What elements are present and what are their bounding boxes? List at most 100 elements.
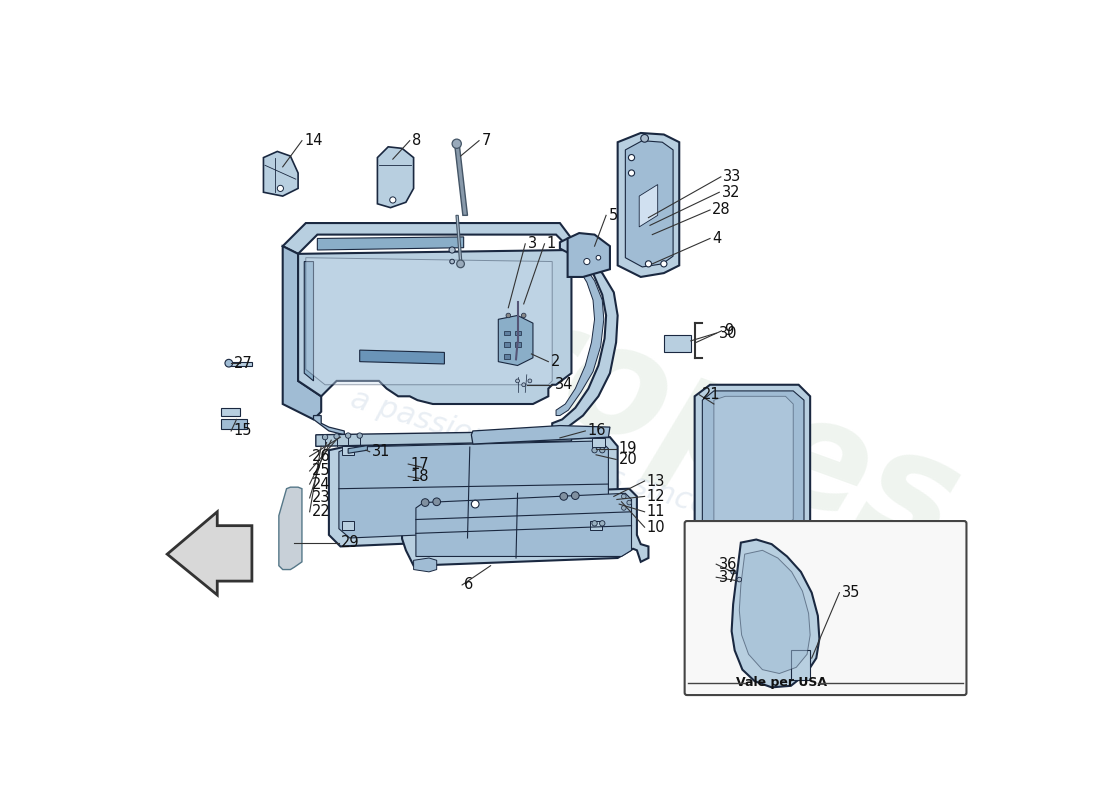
Text: 12: 12 [647, 489, 666, 504]
Polygon shape [416, 494, 631, 557]
Circle shape [471, 500, 480, 508]
Circle shape [600, 447, 605, 453]
Circle shape [600, 521, 605, 526]
Text: 28: 28 [713, 202, 732, 218]
Text: 3: 3 [528, 236, 537, 251]
Text: 31: 31 [372, 444, 390, 459]
Circle shape [358, 433, 362, 438]
Text: 13: 13 [647, 474, 666, 489]
Circle shape [345, 433, 351, 438]
Circle shape [627, 500, 631, 505]
Polygon shape [221, 419, 246, 429]
Circle shape [421, 498, 429, 506]
Circle shape [592, 521, 597, 526]
Circle shape [596, 255, 601, 260]
Text: 16: 16 [587, 423, 606, 438]
Polygon shape [305, 262, 314, 381]
Bar [504, 354, 510, 358]
Bar [504, 331, 510, 335]
Circle shape [646, 261, 651, 267]
Polygon shape [556, 254, 604, 415]
Bar [504, 342, 510, 347]
Text: 18: 18 [410, 469, 429, 484]
Circle shape [621, 506, 626, 510]
Polygon shape [552, 238, 618, 431]
Polygon shape [714, 396, 793, 531]
Polygon shape [377, 147, 414, 208]
Text: 10: 10 [647, 520, 666, 534]
Polygon shape [316, 431, 572, 446]
Circle shape [571, 492, 579, 499]
Bar [515, 342, 521, 347]
Circle shape [661, 261, 667, 267]
Text: 11: 11 [647, 504, 666, 519]
Circle shape [456, 260, 464, 268]
Text: 14: 14 [305, 133, 322, 148]
Text: 7: 7 [482, 133, 491, 148]
Polygon shape [306, 258, 552, 385]
Circle shape [628, 170, 635, 176]
Polygon shape [314, 415, 344, 435]
Bar [592, 438, 605, 447]
Bar [590, 521, 603, 530]
Circle shape [528, 379, 531, 383]
Polygon shape [298, 250, 572, 404]
Text: 34: 34 [554, 378, 573, 392]
Polygon shape [318, 237, 464, 250]
Polygon shape [339, 441, 608, 538]
Polygon shape [695, 385, 810, 542]
Polygon shape [283, 223, 572, 254]
Circle shape [521, 313, 526, 318]
Bar [342, 446, 354, 455]
Text: 35: 35 [842, 585, 860, 600]
Text: europes: europes [273, 207, 978, 586]
Text: 8: 8 [412, 133, 421, 148]
Text: 29: 29 [341, 535, 360, 550]
Text: 36: 36 [718, 557, 737, 572]
Polygon shape [167, 512, 252, 595]
Polygon shape [283, 246, 321, 419]
Text: 32: 32 [722, 185, 740, 200]
Text: 30: 30 [718, 326, 737, 341]
Circle shape [621, 494, 626, 498]
Polygon shape [360, 350, 444, 364]
Polygon shape [472, 426, 609, 444]
Polygon shape [414, 558, 437, 572]
Text: 26: 26 [312, 449, 331, 464]
Text: 6: 6 [464, 578, 474, 593]
Polygon shape [264, 151, 298, 196]
Text: a passion for parts since 1985: a passion for parts since 1985 [346, 384, 796, 547]
Bar [664, 334, 691, 352]
Text: 37: 37 [718, 570, 737, 585]
Text: 25: 25 [312, 463, 331, 478]
Circle shape [334, 434, 339, 439]
Polygon shape [739, 550, 810, 674]
Circle shape [449, 247, 455, 253]
Polygon shape [639, 185, 658, 227]
Polygon shape [454, 142, 467, 215]
Text: 33: 33 [723, 170, 741, 184]
Bar [515, 331, 521, 335]
Text: 19: 19 [618, 441, 637, 456]
Circle shape [277, 186, 284, 191]
Circle shape [560, 493, 568, 500]
Text: 22: 22 [312, 504, 331, 519]
FancyBboxPatch shape [684, 521, 967, 695]
Polygon shape [329, 437, 618, 546]
Circle shape [737, 578, 741, 582]
Text: 24: 24 [312, 477, 331, 491]
Circle shape [506, 313, 510, 318]
Circle shape [389, 197, 396, 203]
Polygon shape [498, 315, 534, 366]
Text: 2: 2 [551, 354, 560, 369]
Text: Vale per USA: Vale per USA [736, 676, 827, 690]
Polygon shape [279, 487, 301, 570]
Polygon shape [348, 446, 367, 454]
Circle shape [450, 259, 454, 264]
Circle shape [730, 570, 736, 574]
Polygon shape [703, 391, 804, 537]
Polygon shape [732, 539, 820, 687]
Circle shape [521, 383, 526, 386]
Bar [342, 521, 354, 530]
Polygon shape [618, 133, 680, 277]
